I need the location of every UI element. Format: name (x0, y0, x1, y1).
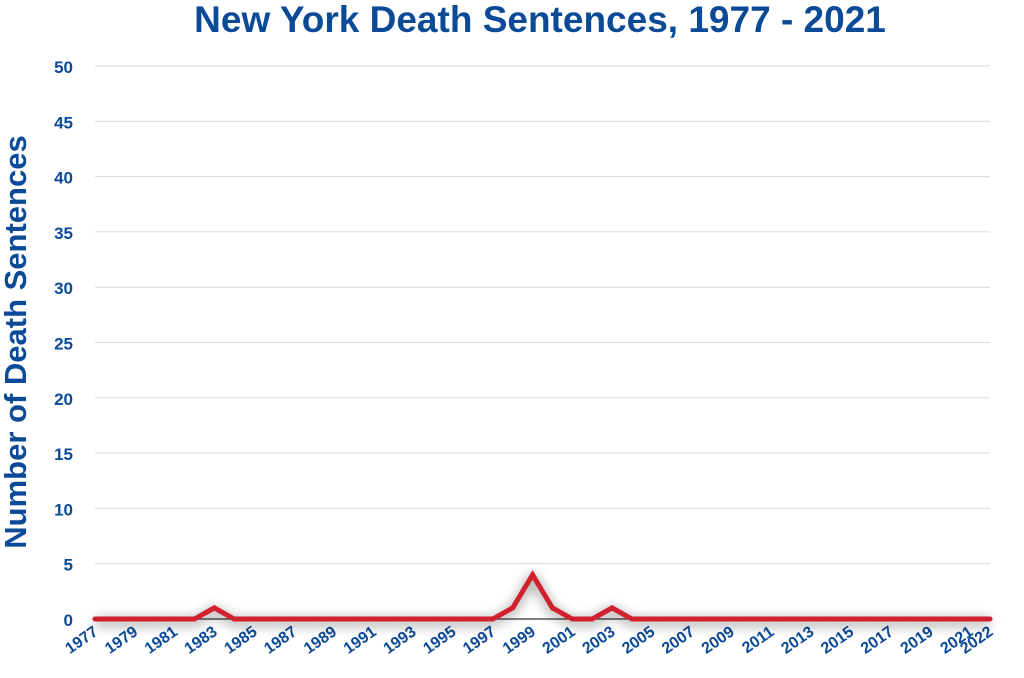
data-point (609, 605, 615, 611)
data-point (390, 616, 396, 622)
y-tick-label: 50 (54, 58, 73, 77)
y-axis-label: Number of Death Sentences (0, 135, 33, 548)
y-tick-label: 10 (54, 500, 73, 519)
x-tick-label: 2011 (739, 623, 777, 657)
data-point (629, 616, 635, 622)
data-point (251, 616, 257, 622)
x-tick-label: 2015 (818, 623, 857, 657)
x-tick-label: 1995 (420, 623, 459, 657)
data-point (92, 616, 98, 622)
x-tick-label: 2001 (540, 623, 579, 657)
x-tick-label: 1981 (142, 623, 181, 657)
data-point (191, 616, 197, 622)
data-point (808, 616, 814, 622)
data-point (152, 616, 158, 622)
x-tick-label: 1983 (182, 623, 221, 657)
data-point (450, 616, 456, 622)
data-point (172, 616, 178, 622)
data-point (669, 616, 675, 622)
data-point (768, 616, 774, 622)
data-point (331, 616, 337, 622)
y-tick-label: 40 (54, 169, 73, 188)
data-point (828, 616, 834, 622)
data-point (490, 616, 496, 622)
data-point (589, 616, 595, 622)
data-point (927, 616, 933, 622)
data-point (211, 605, 217, 611)
x-tick-label: 1993 (381, 623, 420, 657)
data-point (112, 616, 118, 622)
data-point (410, 616, 416, 622)
x-tick-label: 1991 (341, 623, 380, 657)
data-point (231, 616, 237, 622)
data-point (888, 616, 894, 622)
y-tick-label: 25 (54, 335, 73, 354)
x-tick-label: 1987 (261, 623, 300, 657)
data-point (510, 605, 516, 611)
data-point (530, 572, 536, 578)
data-point (987, 616, 993, 622)
data-point (132, 616, 138, 622)
data-point (370, 616, 376, 622)
data-point (788, 616, 794, 622)
data-point (868, 616, 874, 622)
series (92, 569, 993, 622)
data-point (748, 616, 754, 622)
x-tick-label: 1979 (102, 623, 141, 657)
series-line (95, 569, 990, 622)
x-tick-label: 2005 (619, 623, 658, 657)
y-tick-labels: 0 5 10 15 20 25 30 35 40 45 50 (54, 58, 73, 630)
data-point (470, 616, 476, 622)
x-tick-label: 1999 (500, 623, 539, 657)
x-tick-label: 2007 (659, 623, 698, 657)
y-tick-label: 15 (54, 445, 73, 464)
data-point (351, 616, 357, 622)
y-tick-label: 35 (54, 224, 73, 243)
grid-lines (95, 65, 990, 565)
data-point (271, 616, 277, 622)
y-tick-label: 30 (54, 279, 73, 298)
x-tick-label: 1989 (301, 623, 340, 657)
x-tick-label: 1997 (460, 623, 499, 657)
y-tick-label: 45 (54, 113, 73, 132)
data-point (947, 616, 953, 622)
x-tick-label: 2017 (858, 623, 897, 657)
x-tick-label: 2009 (699, 623, 738, 657)
data-point (689, 616, 695, 622)
data-point (728, 616, 734, 622)
x-tick-label: 2013 (778, 623, 817, 657)
x-tick-label: 1985 (221, 623, 260, 657)
data-point (430, 616, 436, 622)
y-tick-label: 0 (64, 611, 73, 630)
data-point (291, 616, 297, 622)
x-tick-label: 2003 (579, 623, 618, 657)
x-tick-label: 2019 (898, 623, 937, 657)
data-point (848, 616, 854, 622)
y-tick-label: 5 (64, 556, 73, 575)
data-point (907, 616, 913, 622)
chart-title: New York Death Sentences, 1977 - 2021 (194, 0, 886, 40)
data-point (649, 616, 655, 622)
data-point (709, 616, 715, 622)
y-tick-label: 20 (54, 390, 73, 409)
data-point (967, 616, 973, 622)
data-point (569, 616, 575, 622)
data-point (549, 605, 555, 611)
data-point (311, 616, 317, 622)
x-tick-labels: 1977 1979 1981 1983 1985 1987 1989 1991 1993 1995… (62, 623, 996, 657)
